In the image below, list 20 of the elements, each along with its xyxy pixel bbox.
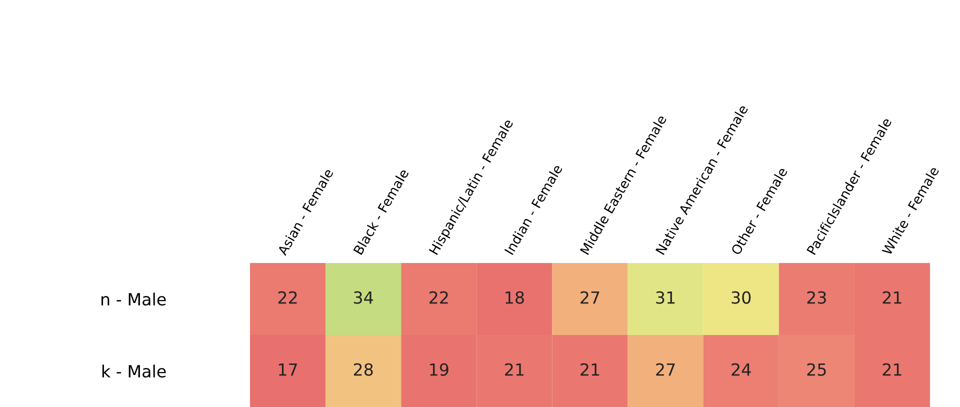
data-label: 22 bbox=[278, 291, 297, 304]
data-label: 24 bbox=[732, 363, 751, 376]
data-label: 18 bbox=[506, 291, 524, 304]
data-label: 30 bbox=[732, 291, 751, 304]
y-tick-label: n - Male bbox=[102, 292, 166, 306]
data-label: 34 bbox=[354, 291, 373, 304]
data-label: 31 bbox=[656, 291, 675, 304]
data-label: 21 bbox=[505, 363, 524, 376]
data-label: 25 bbox=[807, 363, 826, 376]
data-label: 23 bbox=[807, 291, 826, 304]
data-label: 28 bbox=[354, 363, 373, 376]
data-label: 17 bbox=[279, 363, 297, 376]
data-label: 27 bbox=[656, 363, 675, 376]
data-label: 21 bbox=[580, 363, 600, 376]
data-label: 21 bbox=[882, 363, 902, 376]
data-label: 19 bbox=[430, 363, 448, 376]
y-tick-label: k - Male bbox=[102, 364, 166, 378]
data-label: 27 bbox=[580, 291, 600, 304]
data-label: 21 bbox=[882, 291, 902, 304]
data-label: 22 bbox=[430, 291, 448, 304]
